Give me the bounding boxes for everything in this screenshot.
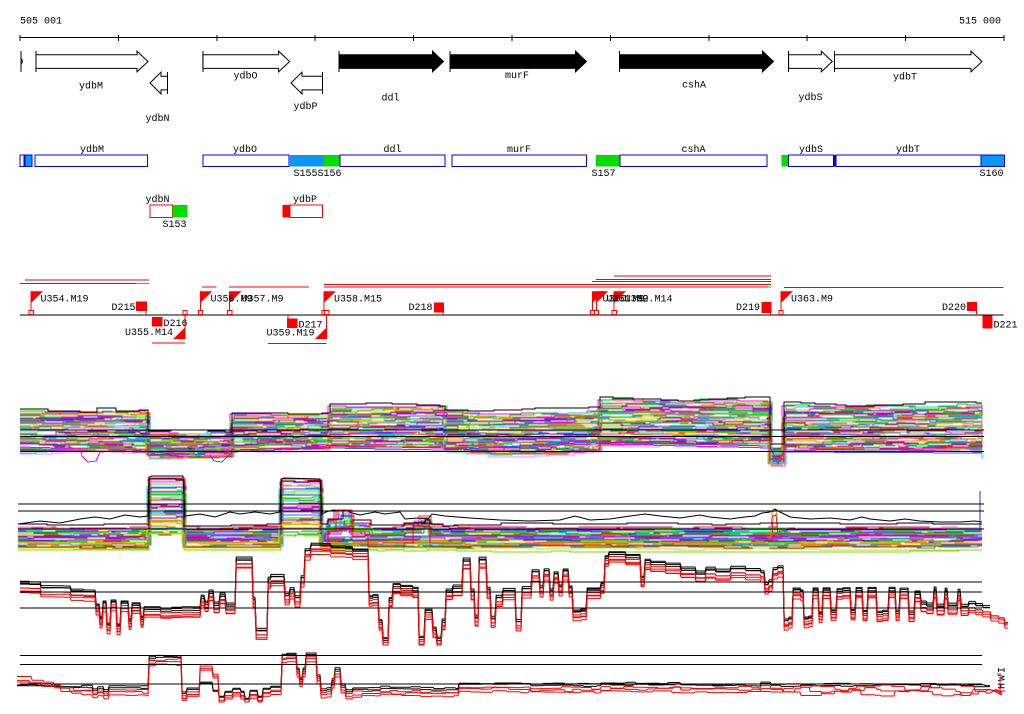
svg-text:ydbN: ydbN (146, 194, 170, 206)
svg-text:D216: D216 (164, 319, 188, 330)
svg-text:U361.M9: U361.M9 (607, 295, 649, 306)
svg-text:ddl: ddl (382, 93, 400, 105)
svg-text:U360.M9: U360.M9 (603, 295, 645, 306)
svg-text:cshA: cshA (682, 144, 706, 156)
svg-text:ydbM: ydbM (80, 144, 104, 156)
svg-text:S153: S153 (163, 220, 187, 231)
svg-text:ddl: ddl (384, 144, 402, 156)
svg-text:HWI: HWI (998, 665, 1009, 689)
svg-text:ydbT: ydbT (896, 144, 920, 156)
svg-text:S160: S160 (980, 169, 1004, 180)
svg-text:D219: D219 (736, 303, 760, 314)
svg-text:U356.M9: U356.M9 (211, 295, 253, 306)
svg-text:515 000: 515 000 (959, 16, 1001, 27)
svg-text:D218: D218 (409, 303, 433, 314)
svg-text:D221: D221 (994, 321, 1018, 332)
svg-text:ydbS: ydbS (799, 144, 823, 156)
svg-text:D220: D220 (942, 303, 966, 314)
svg-text:D215: D215 (112, 303, 136, 314)
svg-text:505 001: 505 001 (20, 16, 62, 27)
svg-text:ydbN: ydbN (146, 113, 170, 125)
svg-text:ydbO: ydbO (233, 144, 257, 156)
svg-text:ydbO: ydbO (234, 71, 258, 83)
svg-text:ydbS: ydbS (799, 92, 823, 104)
svg-text:U359.M19: U359.M19 (267, 328, 315, 339)
svg-text:D217: D217 (299, 320, 323, 331)
svg-text:ydbP: ydbP (294, 101, 318, 113)
svg-text:ydbP: ydbP (293, 194, 317, 206)
svg-text:ydbT: ydbT (893, 71, 917, 83)
svg-text:S157: S157 (592, 169, 616, 180)
svg-text:cshA: cshA (682, 80, 706, 92)
svg-text:U357.M9: U357.M9 (242, 295, 284, 306)
svg-text:U354.M19: U354.M19 (41, 295, 89, 306)
svg-text:murF: murF (507, 145, 531, 156)
svg-text:U363.M9: U363.M9 (791, 295, 833, 306)
svg-text:S155S156: S155S156 (294, 169, 342, 180)
svg-text:ydbM: ydbM (79, 81, 103, 93)
svg-text:murF: murF (505, 71, 529, 82)
svg-text:U355.M14: U355.M14 (125, 328, 173, 339)
svg-text:U358.M15: U358.M15 (334, 295, 382, 306)
svg-text:U362.M14: U362.M14 (625, 295, 673, 306)
